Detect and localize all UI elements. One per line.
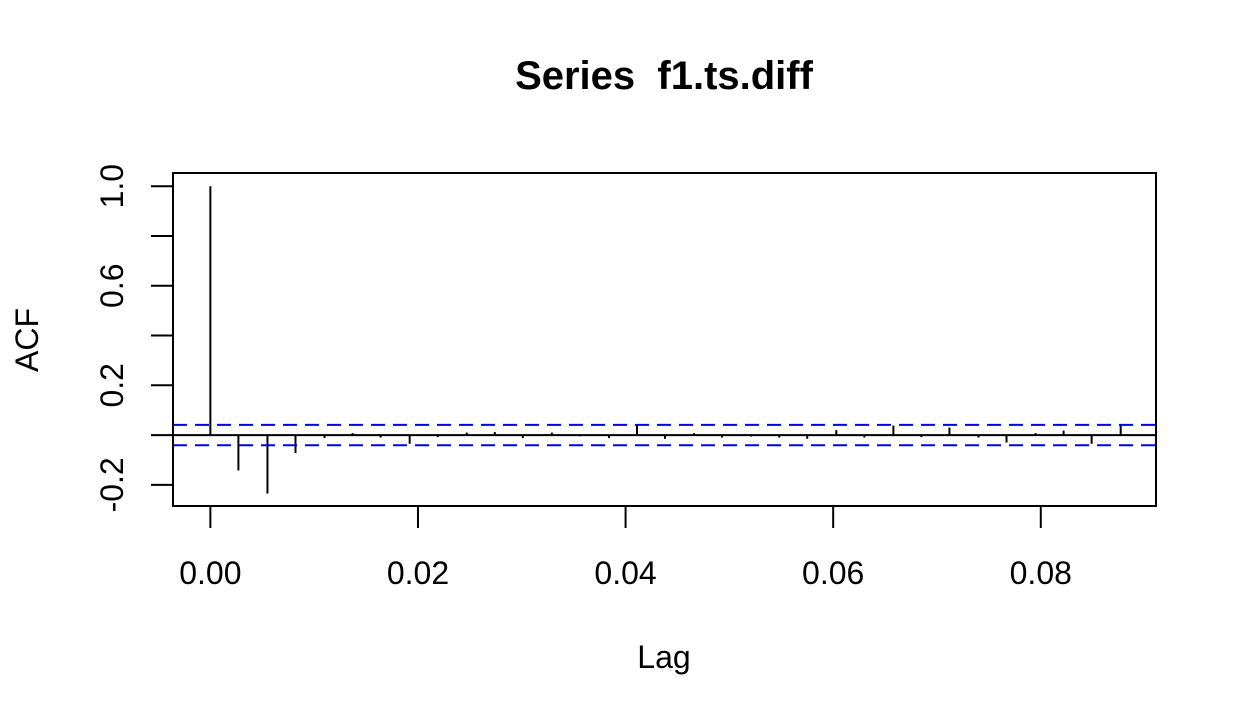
x-tick-label: 0.04 [594, 555, 656, 591]
y-tick-label: -0.2 [94, 457, 130, 512]
acf-bars [209, 186, 1122, 494]
x-tick-label: 0.08 [1010, 555, 1072, 591]
x-axis: 0.00 0.02 0.04 0.06 0.08 [179, 505, 1072, 591]
x-tick-label: 0.00 [179, 555, 241, 591]
x-tick-label: 0.02 [387, 555, 449, 591]
y-axis-label: ACF [9, 308, 45, 372]
x-tick-label: 0.06 [802, 555, 864, 591]
y-tick-label: 0.2 [94, 363, 130, 407]
chart-title: Series f1.ts.diff [515, 54, 814, 98]
y-tick-label: 0.6 [94, 263, 130, 307]
plot-frame [172, 172, 1157, 507]
y-tick-label: 1.0 [94, 164, 130, 208]
y-axis: -0.2 0.2 0.6 1.0 [94, 164, 174, 512]
x-axis-label: Lag [637, 639, 690, 675]
